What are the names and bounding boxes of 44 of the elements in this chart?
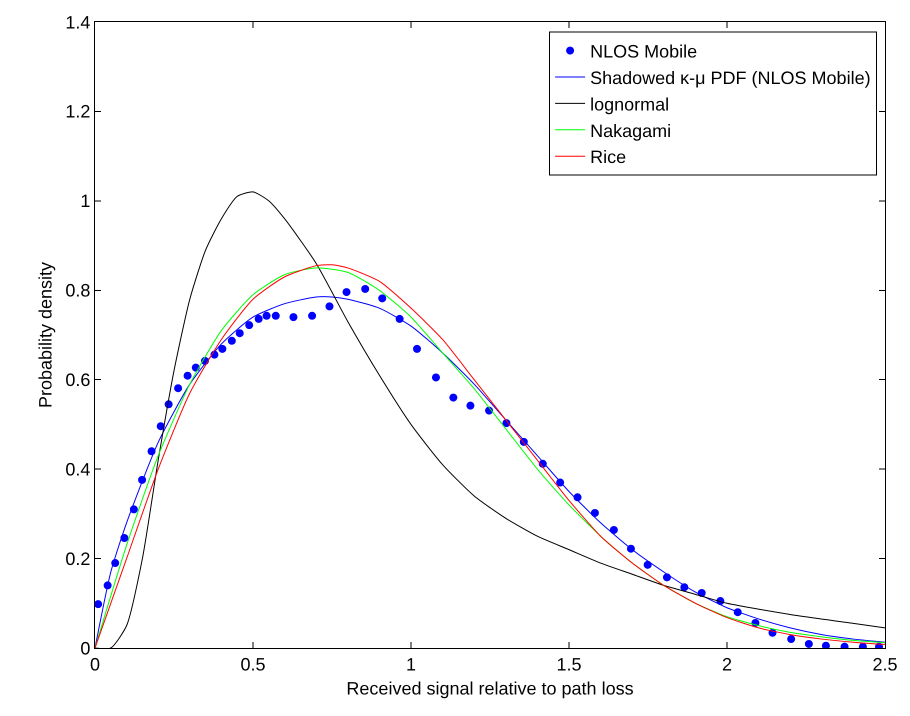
point	[378, 294, 386, 302]
point	[342, 288, 351, 296]
point	[822, 642, 830, 648]
y-tick-label: 0.6	[65, 370, 90, 390]
point	[413, 344, 421, 353]
point	[262, 312, 271, 320]
y-tick-label: 1.4	[65, 12, 90, 32]
y-axis-title: Probability density	[36, 262, 56, 408]
point	[361, 284, 370, 293]
point	[184, 372, 192, 380]
x-tick-label: 0.5	[240, 654, 266, 675]
legend-label: Shadowed κ-μ PDF (NLOS Mobile)	[590, 68, 871, 88]
x-tick-label: 1.5	[556, 654, 582, 675]
point	[804, 640, 813, 648]
y-tick-label: 0.8	[65, 280, 90, 301]
y-tick-label: 1	[80, 191, 90, 212]
x-axis-title: Received signal relative to path loss	[346, 678, 634, 699]
legend-label: NLOS Mobile	[590, 42, 698, 62]
point	[272, 312, 280, 320]
point	[95, 600, 102, 608]
point	[610, 526, 618, 534]
point	[254, 314, 263, 323]
point	[228, 336, 236, 345]
y-tick-label: 0.2	[65, 548, 90, 569]
x-tick-label: 2	[722, 654, 732, 675]
point	[432, 373, 440, 382]
point	[325, 302, 334, 310]
y-tick-label: 1.2	[65, 102, 90, 122]
point	[449, 394, 458, 402]
x-tick-label: 2.5	[872, 654, 898, 675]
point	[787, 635, 796, 644]
point	[466, 402, 474, 410]
x-tick-label: 1	[406, 654, 416, 675]
point	[236, 329, 244, 338]
legend-label: Nakagami	[590, 120, 672, 141]
legend-label: Rice	[590, 147, 626, 168]
legend-label: lognormal	[590, 94, 670, 114]
point	[218, 344, 226, 353]
y-tick-label: 0	[80, 638, 90, 658]
y-tick-label: 0.4	[65, 459, 90, 480]
point	[289, 313, 298, 322]
point	[174, 384, 182, 392]
point	[308, 312, 316, 320]
point	[245, 321, 254, 330]
